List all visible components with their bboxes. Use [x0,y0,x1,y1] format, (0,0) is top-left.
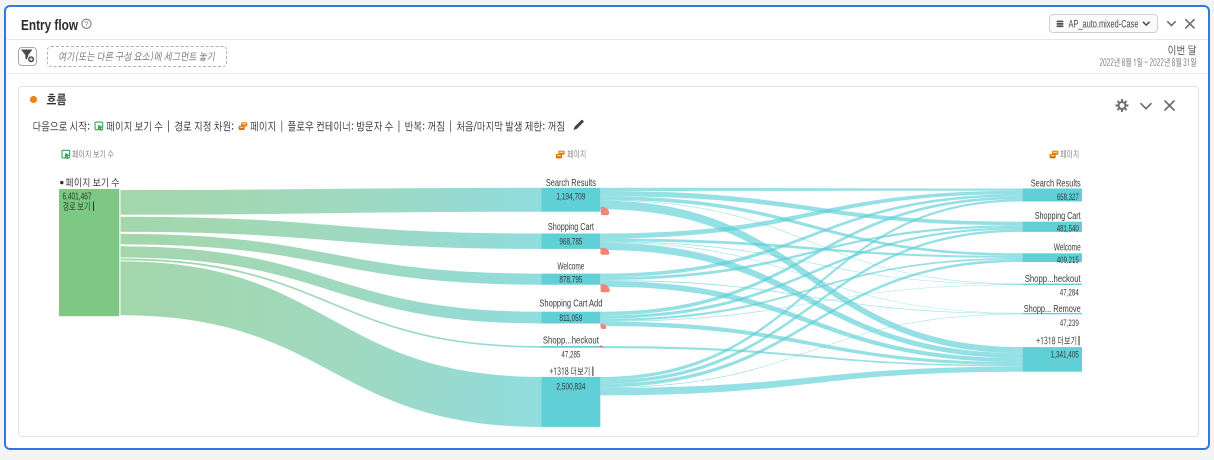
svg-text:811,059: 811,059 [559,313,582,324]
svg-text:1,341,405: 1,341,405 [1051,350,1079,361]
svg-text:?: ? [84,20,88,29]
svg-text:Search Results: Search Results [546,178,596,189]
svg-text:Shopp...heckout: Shopp...heckout [543,335,599,346]
svg-text:409,215: 409,215 [1057,255,1079,266]
svg-text:1,194,709: 1,194,709 [556,192,585,203]
svg-text:AP_auto.mixed-Case: AP_auto.mixed-Case [1069,18,1139,30]
svg-text:Shopping Cart: Shopping Cart [1035,211,1081,222]
svg-text:Entry flow: Entry flow [21,17,78,34]
svg-text:2,500,834: 2,500,834 [556,381,585,392]
svg-text:658,327: 658,327 [1057,192,1079,203]
svg-text:Shopp...heckout: Shopp...heckout [1025,274,1081,285]
svg-text:878,795: 878,795 [559,274,582,285]
svg-text:6,401,467: 6,401,467 [63,191,92,202]
svg-text:Shopping Cart: Shopping Cart [548,222,594,233]
svg-text:Shopping Cart Add: Shopping Cart Add [539,299,602,310]
svg-text:Shopp... Remove: Shopp... Remove [1024,304,1081,315]
svg-text:968,785: 968,785 [559,237,582,248]
svg-text:47,284: 47,284 [1060,288,1079,299]
svg-text:47,285: 47,285 [561,349,580,360]
svg-text:Welcome: Welcome [1054,242,1081,253]
svg-text:Welcome: Welcome [557,262,584,273]
svg-text:Search Results: Search Results [1031,178,1081,189]
svg-text:47,239: 47,239 [1060,318,1079,329]
svg-text:481,540: 481,540 [1057,224,1079,235]
